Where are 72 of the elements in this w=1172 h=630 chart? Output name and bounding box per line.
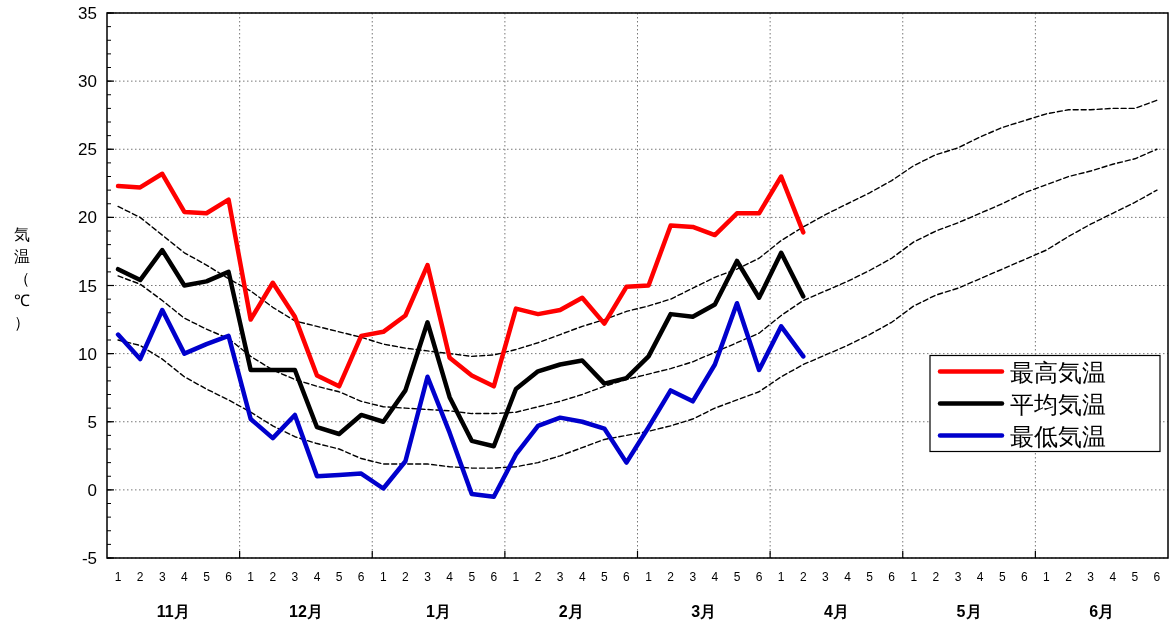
x-tick-label: 4: [976, 570, 984, 584]
x-tick-label: 6: [225, 570, 233, 584]
x-tick-label: 1: [247, 570, 255, 584]
x-tick-label: 3: [291, 570, 299, 584]
x-tick-label: 5: [1131, 570, 1139, 584]
x-tick-label: 3: [424, 570, 432, 584]
x-tick-label: 2: [1065, 570, 1073, 584]
x-tick-label: 4: [446, 570, 454, 584]
y-tick-label: 35: [78, 4, 97, 23]
x-tick-label: 1: [910, 570, 918, 584]
line-series: [115, 300, 806, 499]
x-tick-label: 3: [689, 570, 697, 584]
x-tick-label: 5: [468, 570, 476, 584]
x-tick-label: 5: [866, 570, 874, 584]
x-tick-label: 2: [402, 570, 410, 584]
x-tick-label: 2: [932, 570, 940, 584]
x-tick-label: 6: [1153, 570, 1161, 584]
x-tick-label: 5: [335, 570, 343, 584]
text: 11月: [156, 603, 190, 620]
x-tick-label: 6: [1020, 570, 1028, 584]
x-tick-label: 5: [601, 570, 608, 584]
y-tick-label: 15: [78, 276, 97, 296]
x-tick-label: 3: [556, 570, 564, 584]
x-tick-label: 3: [158, 570, 166, 584]
x-tick-label: 2: [534, 570, 542, 584]
text: 12月: [289, 603, 323, 620]
y-tick-label: 20: [78, 208, 97, 228]
x-tick-label: 3: [822, 570, 830, 584]
x-tick-label: 6: [357, 570, 365, 584]
x-tick-label: 6: [623, 570, 631, 584]
x-tick-label: 1: [777, 570, 785, 584]
text: 2月: [558, 603, 584, 620]
x-tick-label: 4: [181, 570, 189, 584]
y-tick-label: 10: [78, 344, 97, 364]
x-tick-label: 4: [1109, 570, 1117, 584]
x-tick-label: 6: [888, 570, 896, 584]
x-tick-label: 5: [733, 570, 741, 584]
x-tick-label: 4: [711, 570, 719, 584]
y-tick-label: 0: [87, 480, 97, 500]
x-tick-label: 1: [379, 570, 387, 584]
x-tick-label: 1: [1043, 570, 1051, 584]
x-tick-label: 4: [578, 570, 586, 584]
x-tick-label: 1: [512, 570, 520, 584]
x-tick-label: 2: [667, 570, 675, 584]
x-tick-label: 1: [645, 570, 653, 584]
text: 1月: [426, 603, 452, 620]
legend-label: 最高気温: [1010, 358, 1106, 386]
legend-label: 最低気温: [1010, 422, 1106, 450]
text: 6月: [1089, 603, 1115, 620]
x-tick-label: 5: [203, 570, 211, 584]
line-series: [115, 171, 806, 389]
legend-label: 平均気温: [1010, 390, 1106, 418]
x-tick-label: 5: [998, 570, 1006, 584]
x-tick-label: 6: [490, 570, 498, 584]
text: 5月: [956, 603, 982, 620]
y-tick-label: 5: [87, 412, 97, 432]
x-tick-label: 4: [313, 570, 321, 584]
y-tick-label: 30: [78, 72, 97, 92]
y-tick-label: -5: [81, 549, 97, 568]
x-tick-label: 3: [954, 570, 962, 584]
x-tick-label: 4: [844, 570, 852, 584]
x-tick-label: 1: [114, 570, 122, 584]
text: 3月: [691, 603, 717, 620]
y-tick-label: 25: [78, 140, 97, 160]
x-tick-label: 3: [1087, 570, 1095, 584]
x-tick-label: 6: [755, 570, 763, 584]
x-tick-label: 2: [136, 570, 144, 584]
x-tick-label: 2: [799, 570, 807, 584]
y-axis-title: 気温（℃）: [14, 226, 30, 331]
text: 4月: [823, 603, 849, 620]
line-series: [117, 189, 1158, 469]
x-tick-label: 2: [269, 570, 277, 584]
